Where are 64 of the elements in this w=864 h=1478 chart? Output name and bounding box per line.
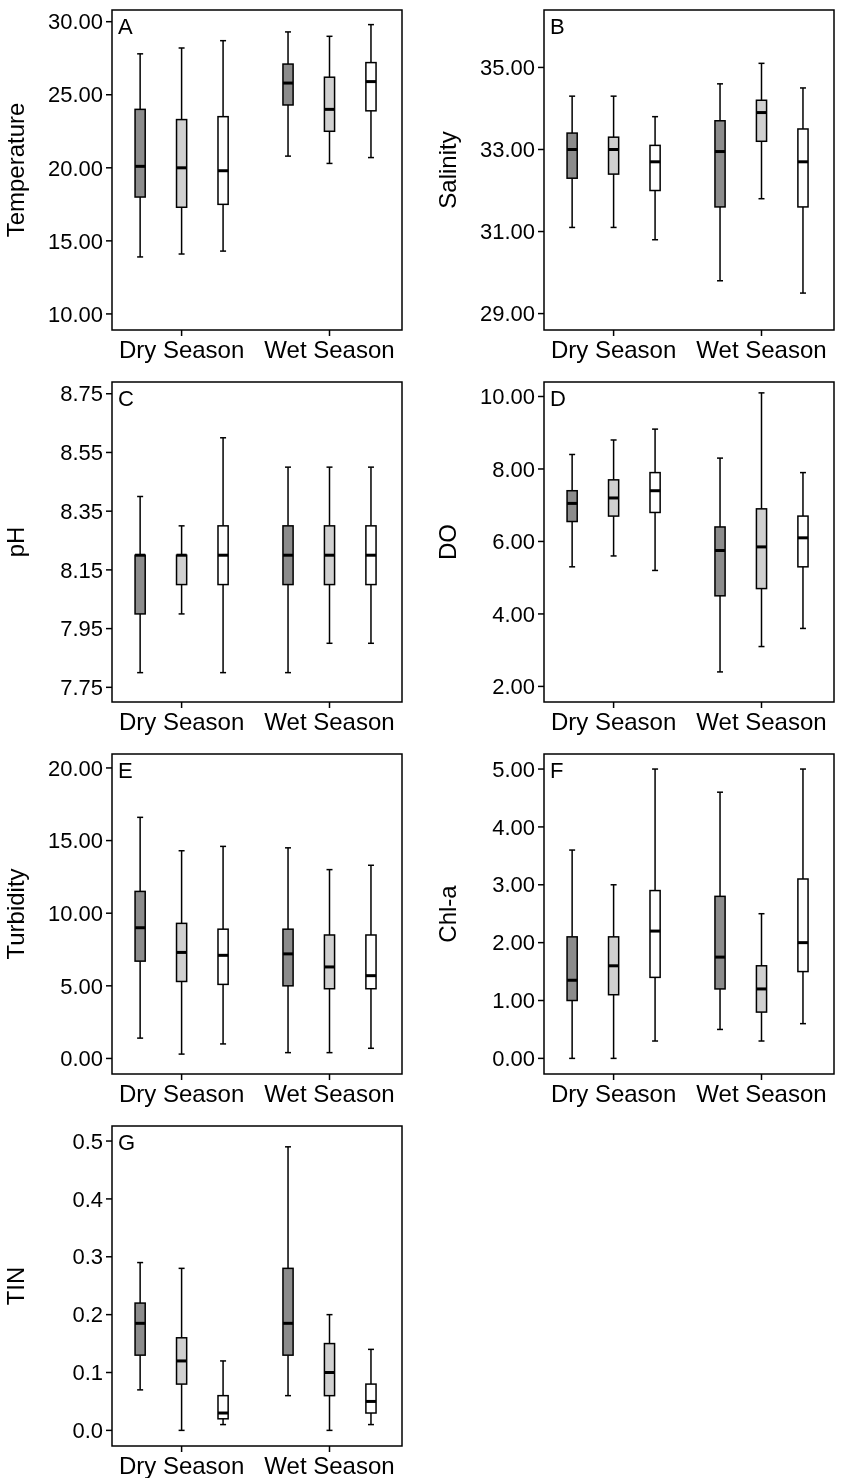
y-tick-label: 8.75 — [60, 381, 103, 407]
x-tick-label: Dry Season — [118, 1080, 245, 1107]
y-tick-label: 8.55 — [60, 440, 103, 466]
y-axis-title: TIN — [2, 1266, 29, 1306]
y-tick-label: 8.35 — [60, 498, 103, 524]
y-tick-label: 6.00 — [492, 529, 535, 555]
x-tick-label: Wet Season — [696, 336, 827, 363]
y-tick-label: 8.15 — [60, 557, 103, 583]
y-tick-label: 3.00 — [492, 872, 535, 898]
y-tick-label: 0.0 — [72, 1418, 103, 1444]
y-axis-title: Temperature — [2, 102, 29, 238]
y-tick-label: 5.00 — [492, 756, 535, 782]
y-tick-label: 7.95 — [60, 616, 103, 642]
annotation: C — [118, 386, 134, 411]
y-axis-title: pH — [2, 526, 29, 558]
y-tick-label: 0.4 — [72, 1186, 103, 1212]
x-tick-label: Wet Season — [696, 1080, 827, 1107]
x-tick-label: Wet Season — [264, 1452, 395, 1478]
y-tick-label: 2.00 — [492, 930, 535, 956]
annotation: D — [550, 386, 566, 411]
y-axis-title: Salinity — [434, 131, 461, 209]
y-tick-label: 7.75 — [60, 675, 103, 701]
annotation: G — [118, 1130, 136, 1155]
y-tick-label: 0.5 — [72, 1128, 103, 1154]
y-tick-label: 33.00 — [479, 137, 535, 163]
y-axis-title: DO — [434, 524, 461, 560]
y-tick-label: 0.1 — [72, 1360, 103, 1386]
annotation: A — [118, 14, 133, 39]
x-tick-label: Dry Season — [118, 336, 245, 363]
annotation: B — [550, 14, 565, 39]
y-tick-label: 2.00 — [492, 674, 535, 700]
y-axis-title: Turbidity — [2, 868, 29, 960]
x-tick-label: Wet Season — [264, 708, 395, 735]
annotation: E — [118, 758, 133, 783]
y-tick-label: 29.00 — [479, 301, 535, 327]
y-axis-title: Chl-a — [434, 884, 461, 943]
x-tick-label: Dry Season — [118, 708, 245, 735]
y-tick-label: 15.00 — [47, 828, 103, 854]
y-tick-label: 0.3 — [72, 1244, 103, 1270]
y-tick-label: 10.00 — [47, 900, 103, 926]
y-tick-label: 30.00 — [47, 9, 103, 35]
annotation: F — [550, 758, 564, 783]
x-tick-label: Wet Season — [696, 708, 827, 735]
y-tick-label: 1.00 — [492, 988, 535, 1014]
y-tick-label: 10.00 — [479, 384, 535, 410]
y-tick-label: 20.00 — [47, 155, 103, 181]
x-tick-label: Wet Season — [264, 336, 395, 363]
y-tick-label: 4.00 — [492, 814, 535, 840]
y-tick-label: 31.00 — [479, 219, 535, 245]
y-tick-label: 8.00 — [492, 456, 535, 482]
y-tick-label: 0.00 — [60, 1046, 103, 1072]
y-tick-label: 5.00 — [60, 973, 103, 999]
y-tick-label: 0.2 — [72, 1302, 103, 1328]
x-tick-label: Dry Season — [550, 1080, 677, 1107]
y-tick-label: 4.00 — [492, 601, 535, 627]
y-tick-label: 35.00 — [479, 55, 535, 81]
y-tick-label: 0.00 — [492, 1046, 535, 1072]
y-tick-label: 20.00 — [47, 755, 103, 781]
x-tick-label: Dry Season — [550, 708, 677, 735]
x-tick-label: Dry Season — [550, 336, 677, 363]
y-tick-label: 10.00 — [47, 301, 103, 327]
x-tick-label: Wet Season — [264, 1080, 395, 1107]
y-tick-label: 25.00 — [47, 82, 103, 108]
y-tick-label: 15.00 — [47, 228, 103, 254]
